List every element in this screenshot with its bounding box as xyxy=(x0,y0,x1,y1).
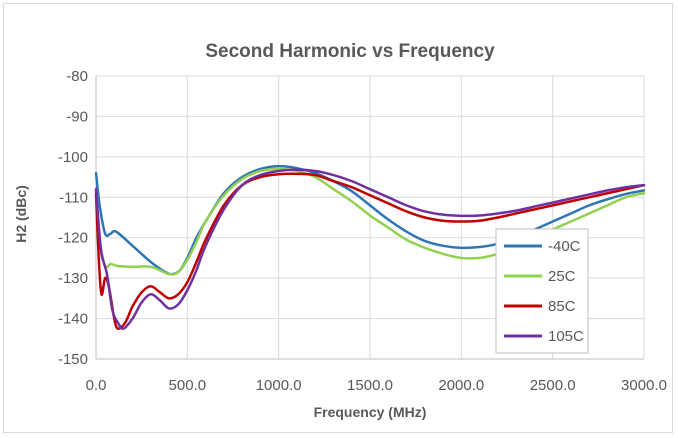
legend-label-25c: 25C xyxy=(548,268,576,285)
y-tick-label: -100 xyxy=(58,149,88,166)
x-tick-label: 1500.0 xyxy=(347,377,393,394)
y-tick-label: -90 xyxy=(66,108,88,125)
legend-label-105c: 105C xyxy=(548,328,584,345)
x-tick-label: 3000.0 xyxy=(621,377,667,394)
y-tick-label: -120 xyxy=(58,230,88,247)
x-tick-label: 0.0 xyxy=(86,377,107,394)
series-line-85c xyxy=(94,172,646,331)
x-tick-labels: 0.0 500.0 1000.0 1500.0 2000.0 2500.0 3000.0 xyxy=(86,377,667,394)
x-axis-title: Frequency (MHz) xyxy=(314,404,427,420)
series-line-105c xyxy=(94,168,646,330)
x-tick-label: 2500.0 xyxy=(530,377,576,394)
legend: -40C 25C 85C 105C xyxy=(495,228,589,354)
x-tick-label: 1000.0 xyxy=(256,377,302,394)
y-axis-title: H2 (dBc) xyxy=(13,185,29,243)
x-tick-label: 2000.0 xyxy=(438,377,484,394)
legend-label-85c: 85C xyxy=(548,298,576,315)
y-tick-label: -140 xyxy=(58,311,88,328)
y-tick-label: -150 xyxy=(58,351,88,368)
y-tick-labels: -80 -90 -100 -110 -120 -130 -140 -150 xyxy=(58,68,88,368)
chart-frame: Second Harmonic vs Frequency 0.0 500.0 100… xyxy=(3,3,673,433)
x-tick-label: 500.0 xyxy=(169,377,207,394)
y-tick-label: -130 xyxy=(58,270,88,287)
chart-svg: Second Harmonic vs Frequency 0.0 500.0 100… xyxy=(13,41,667,420)
legend-box xyxy=(495,228,589,354)
y-tick-label: -110 xyxy=(59,189,88,206)
y-tick-label: -80 xyxy=(66,68,88,85)
chart-title: Second Harmonic vs Frequency xyxy=(205,41,495,62)
legend-label-40c: -40C xyxy=(548,238,581,255)
